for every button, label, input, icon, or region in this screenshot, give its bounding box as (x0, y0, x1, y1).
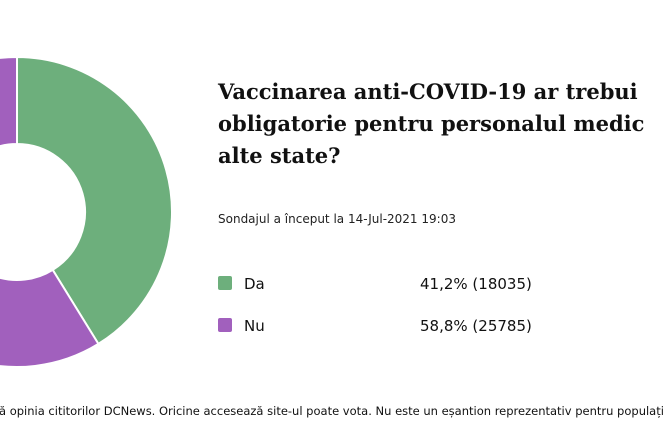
donut-segment (16, 55, 173, 346)
donut (0, 55, 173, 368)
legend-swatch (218, 318, 232, 332)
title-line: alte state? (218, 143, 340, 168)
note: ă opinia cititorilor DCNews. Oricine acc… (0, 404, 664, 418)
subtitle: Sondajul a început la 14-Jul-2021 19:03 (218, 212, 456, 226)
title-line: obligatorie pentru personalul medic (218, 111, 644, 136)
legend: Da 41,2% (18035) Nu 58,8% (25785) (218, 275, 532, 335)
legend-label: Da (244, 275, 265, 293)
legend-swatch (218, 276, 232, 290)
donut-segment (0, 55, 100, 368)
title-line: Vaccinarea anti-COVID-19 ar trebui (217, 79, 638, 104)
value-label: 58,8% (25785) (420, 317, 532, 335)
legend-label: Nu (244, 317, 265, 335)
value-label: 41,2% (18035) (420, 275, 532, 293)
